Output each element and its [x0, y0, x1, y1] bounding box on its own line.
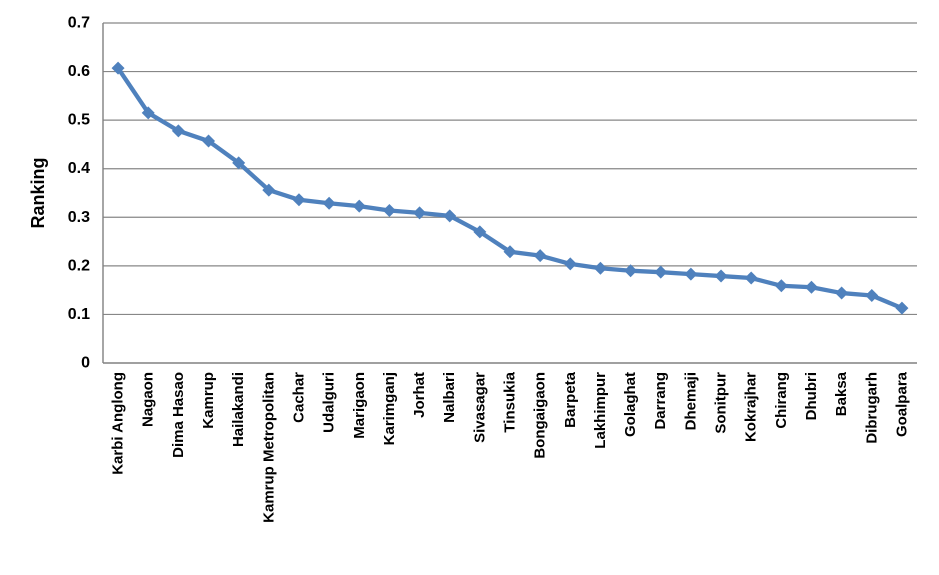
- x-axis-label: Dibrugarh: [863, 372, 880, 444]
- y-axis-tick-label: 0.1: [68, 306, 90, 323]
- y-axis-tick-label: 0.3: [68, 209, 90, 226]
- series-ranking: [111, 61, 909, 315]
- data-point-marker: [171, 124, 185, 138]
- x-axis-label: Sivasagar: [471, 372, 488, 443]
- y-axis-title: Ranking: [28, 157, 48, 228]
- data-point-marker: [352, 199, 366, 213]
- x-axis-label: Marigaon: [351, 372, 368, 439]
- data-point-marker: [533, 249, 547, 263]
- data-point-marker: [111, 61, 125, 75]
- y-axis-tick-label: 0.2: [68, 257, 90, 274]
- x-axis-label: Barpeta: [562, 371, 579, 428]
- data-point-marker: [232, 156, 246, 170]
- data-point-marker: [624, 264, 638, 278]
- x-axis-label: Nagaon: [140, 372, 157, 427]
- x-axis-label: Nalbari: [441, 372, 458, 423]
- data-point-marker: [322, 196, 336, 210]
- x-axis-label: Dhubri: [803, 372, 820, 420]
- data-point-marker: [684, 267, 698, 281]
- data-point-marker: [262, 183, 276, 197]
- axes: [102, 23, 917, 364]
- data-point-marker: [443, 209, 457, 223]
- x-axis-label: Karimganj: [381, 372, 398, 445]
- x-axis-label: Lakhimpur: [592, 372, 609, 449]
- data-point-marker: [654, 265, 668, 279]
- x-axis-label: Cachar: [290, 372, 307, 423]
- gridlines: [103, 22, 917, 316]
- x-axis-label: Chirang: [773, 372, 790, 429]
- y-axis-tick-label: 0.5: [68, 112, 90, 129]
- x-axis-label: Hailakandi: [230, 372, 247, 447]
- x-axis-label: Goalpara: [893, 371, 910, 437]
- y-axis-tick-label: 0.6: [68, 63, 90, 80]
- data-point-marker: [865, 288, 879, 302]
- y-axis-tick-label: 0: [81, 355, 90, 372]
- x-axis-label: Kokrajhar: [743, 372, 760, 442]
- data-point-marker: [804, 280, 818, 294]
- x-axis-label: Golaghat: [622, 372, 639, 437]
- data-point-marker: [503, 245, 517, 259]
- data-point-marker: [202, 134, 216, 148]
- x-axis-label: Kamrup: [200, 372, 217, 429]
- x-axis-label: Baksa: [833, 371, 850, 416]
- x-axis-label: Karbi Anglong: [110, 372, 127, 475]
- data-point-marker: [292, 193, 306, 207]
- series-line: [115, 66, 905, 311]
- x-axis-label: Darrang: [652, 372, 669, 430]
- data-point-marker: [563, 257, 577, 271]
- data-point-marker: [714, 269, 728, 283]
- data-point-marker: [895, 301, 909, 315]
- data-point-marker: [744, 271, 758, 285]
- data-point-marker: [413, 206, 427, 220]
- x-axis-label: Kamrup Metropolitan: [260, 372, 277, 523]
- x-axis-label: Dima Hasao: [170, 372, 187, 458]
- x-axis-label: Tinsukia: [502, 371, 519, 432]
- y-axis-tick-label: 0.7: [68, 15, 90, 32]
- x-axis-label: Sonitpur: [713, 372, 730, 434]
- data-point-marker: [382, 203, 396, 217]
- data-point-marker: [774, 279, 788, 293]
- x-axis-label: Udalguri: [321, 372, 338, 433]
- data-point-marker: [835, 286, 849, 300]
- x-axis-label: Bongaigaon: [532, 372, 549, 459]
- data-point-marker: [593, 261, 607, 275]
- axis-labels: 0 0.1 0.2 0.3 0.4 0.5 0.6 0.7 Karbi Anglong Nagao…: [68, 15, 911, 523]
- y-axis-tick-label: 0.4: [68, 160, 90, 177]
- x-axis-label: Dhemaji: [682, 372, 699, 430]
- data-point-marker: [473, 225, 487, 239]
- data-point-marker: [141, 106, 155, 120]
- x-axis-label: Jorhat: [411, 372, 428, 418]
